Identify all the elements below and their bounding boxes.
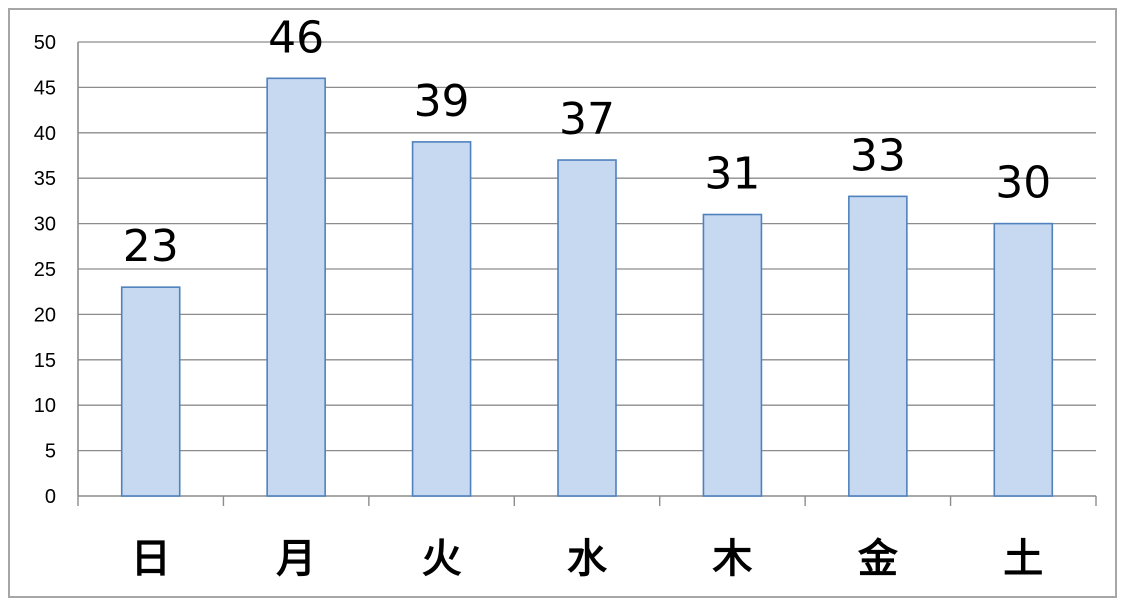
data-label-5: 33 <box>850 130 906 181</box>
category-label-1: 月 <box>276 536 316 582</box>
category-label-4: 木 <box>712 536 752 582</box>
category-label-6: 土 <box>1003 536 1043 582</box>
data-label-6: 30 <box>995 158 1051 209</box>
y-tick-label-25: 25 <box>34 259 56 281</box>
bar-1 <box>266 77 326 497</box>
bar-6 <box>993 222 1054 497</box>
bar-4 <box>702 213 763 497</box>
bar-5 <box>848 195 908 497</box>
data-label-3: 37 <box>559 94 615 145</box>
data-label-1: 46 <box>268 12 324 63</box>
bar-3 <box>557 159 617 497</box>
y-tick-label-5: 5 <box>45 441 56 463</box>
y-tick-label-35: 35 <box>34 168 56 190</box>
category-label-0: 日 <box>131 536 171 582</box>
bar-0 <box>120 286 181 497</box>
data-label-0: 23 <box>123 221 179 272</box>
bar-2 <box>411 141 472 497</box>
category-label-3: 水 <box>567 536 608 582</box>
y-tick-label-40: 40 <box>34 123 56 145</box>
y-tick-label-30: 30 <box>34 214 56 236</box>
category-label-5: 金 <box>857 536 899 582</box>
y-tick-label-45: 45 <box>34 77 56 99</box>
y-tick-label-20: 20 <box>34 304 56 326</box>
y-tick-label-15: 15 <box>34 350 56 372</box>
data-label-2: 39 <box>414 76 470 127</box>
y-tick-label-0: 0 <box>45 486 56 508</box>
y-tick-label-10: 10 <box>34 395 56 417</box>
category-label-2: 火 <box>422 536 462 582</box>
y-tick-label-50: 50 <box>34 32 56 54</box>
data-label-4: 31 <box>704 149 760 200</box>
